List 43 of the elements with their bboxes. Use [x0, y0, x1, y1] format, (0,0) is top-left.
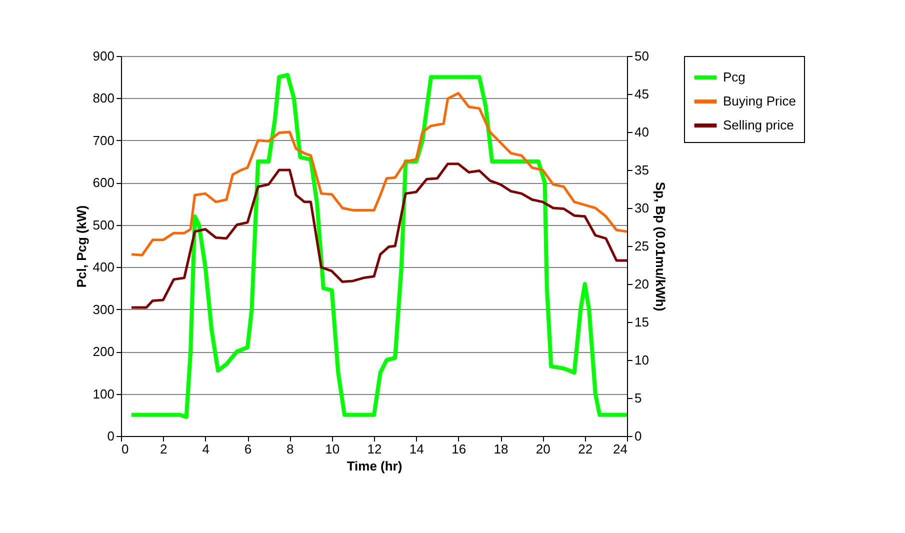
y2-tick-label: 40 [634, 124, 649, 140]
y-tick-label: 700 [92, 132, 114, 148]
y-tick-label: 800 [92, 90, 114, 106]
legend-label: Buying Price [723, 94, 796, 108]
y2-tick-label: 0 [634, 428, 642, 444]
x-axis-title: Time (hr) [346, 458, 402, 474]
y2-tick-label: 10 [634, 352, 649, 368]
x-tick-label: 20 [536, 442, 550, 456]
y2-tick-label: 15 [634, 314, 649, 330]
y2-tick-label: 35 [634, 162, 649, 178]
x-tick-label: 12 [367, 442, 382, 456]
legend-label: Pcg [723, 70, 746, 84]
x-tick-label: 10 [325, 442, 340, 456]
x-tick-label: 22 [578, 442, 593, 456]
y-tick-label: 200 [92, 344, 114, 360]
y-tick-label: 100 [92, 386, 114, 402]
x-tick-label: 8 [286, 442, 294, 456]
y2-tick-label: 50 [634, 48, 649, 64]
x-tick-label: 6 [244, 442, 252, 456]
legend-label: Selling price [723, 118, 794, 132]
x-tick-label: 18 [494, 442, 508, 456]
y2-tick-label: 20 [634, 276, 649, 292]
x-tick-label: 2 [160, 442, 168, 456]
x-tick-label: 24 [613, 442, 628, 456]
y-tick-label: 300 [92, 302, 114, 317]
x-tick-label: 14 [409, 442, 424, 456]
y2-tick-label: 5 [634, 390, 642, 406]
y-tick-label: 900 [92, 48, 114, 64]
y2-tick-label: 30 [634, 200, 649, 216]
y2-tick-label: 45 [634, 86, 649, 102]
line-series [130, 92, 628, 256]
y-tick-label: 400 [92, 260, 114, 275]
line-series [130, 73, 629, 419]
y-axis-title: Pcl, Pcg (kW) [74, 205, 89, 288]
x-tick-label: 0 [122, 442, 129, 456]
y-tick-label: 500 [92, 217, 114, 232]
y-tick-label: 600 [92, 175, 114, 190]
line-series [130, 162, 628, 309]
x-tick-label: 16 [452, 442, 466, 456]
y-tick-label: 0 [107, 428, 114, 444]
x-tick-label: 4 [202, 442, 210, 456]
y2-tick-label: 25 [634, 238, 649, 254]
y2-axis-title: Sp, Bp (0.01mu/kWh) [652, 182, 668, 312]
